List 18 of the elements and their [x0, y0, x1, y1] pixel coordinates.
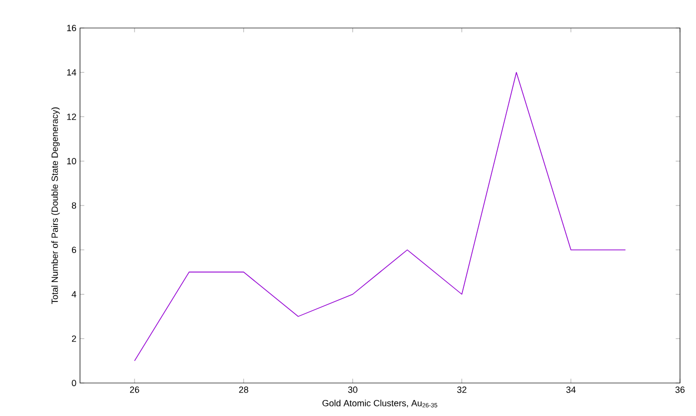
y-tick-label: 2: [72, 335, 76, 342]
x-tick-label: 28: [239, 386, 248, 393]
y-tick-label: 12: [67, 114, 76, 120]
y-tick-label: 6: [72, 246, 76, 254]
x-tick-label: 32: [457, 386, 466, 393]
x-axis-title: Gold Atomic Clusters, Au$_{26-35}$: [322, 400, 438, 408]
y-tick-label: 0: [72, 380, 76, 386]
x-tick-label: 36: [675, 386, 685, 393]
y-axis-title: Total Number of Pairs (Double State Degeneracy): [51, 107, 60, 304]
y-tick-label: 10: [67, 158, 76, 164]
x-tick-label: 26: [130, 386, 140, 393]
line-series: [134, 72, 626, 362]
x-tick-label: 30: [348, 386, 358, 393]
y-tick-label: 8: [72, 202, 76, 209]
y-tick-label: 4: [72, 291, 76, 298]
y-tick-label: 14: [67, 69, 76, 76]
x-tick-label: 34: [566, 386, 576, 393]
y-tick-label: 16: [67, 24, 76, 32]
